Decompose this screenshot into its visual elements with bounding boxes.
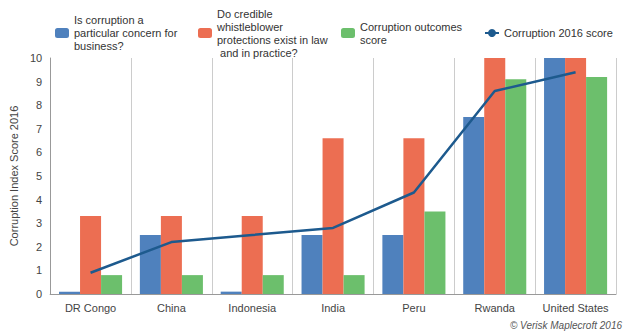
svg-text:2: 2 xyxy=(36,241,42,253)
svg-text:0: 0 xyxy=(36,288,42,300)
svg-text:8: 8 xyxy=(36,99,42,111)
svg-text:Corruption 2016 score: Corruption 2016 score xyxy=(504,27,613,39)
svg-text:9: 9 xyxy=(36,76,42,88)
svg-text:whistleblower: whistleblower xyxy=(216,21,286,33)
svg-text:© Verisk Maplecroft 2016: © Verisk Maplecroft 2016 xyxy=(510,320,622,331)
svg-text:protections exist in law: protections exist in law xyxy=(217,34,328,46)
svg-text:Do credible: Do credible xyxy=(217,8,276,20)
svg-text:4: 4 xyxy=(36,194,42,206)
svg-text:and in practice?: and in practice? xyxy=(217,47,298,59)
svg-text:7: 7 xyxy=(36,123,42,135)
svg-text:score: score xyxy=(360,34,387,46)
svg-text:6: 6 xyxy=(36,146,42,158)
svg-text:Corruption Index Score 2016: Corruption Index Score 2016 xyxy=(8,106,20,247)
svg-text:United States: United States xyxy=(543,302,610,314)
svg-text:Rwanda: Rwanda xyxy=(475,302,516,314)
svg-text:China: China xyxy=(157,302,187,314)
svg-text:3: 3 xyxy=(36,217,42,229)
svg-text:5: 5 xyxy=(36,170,42,182)
svg-text:Peru: Peru xyxy=(402,302,425,314)
svg-text:10: 10 xyxy=(30,52,42,64)
svg-text:particular concern for: particular concern for xyxy=(74,27,180,39)
svg-text:Corruption outcomes: Corruption outcomes xyxy=(360,21,465,33)
svg-text:1: 1 xyxy=(36,264,42,276)
svg-text:Is corruption a: Is corruption a xyxy=(74,14,147,26)
svg-text:Indonesia: Indonesia xyxy=(228,302,277,314)
svg-text:India: India xyxy=(321,302,346,314)
svg-text:DR Congo: DR Congo xyxy=(65,302,116,314)
svg-text:business?: business? xyxy=(74,40,124,52)
